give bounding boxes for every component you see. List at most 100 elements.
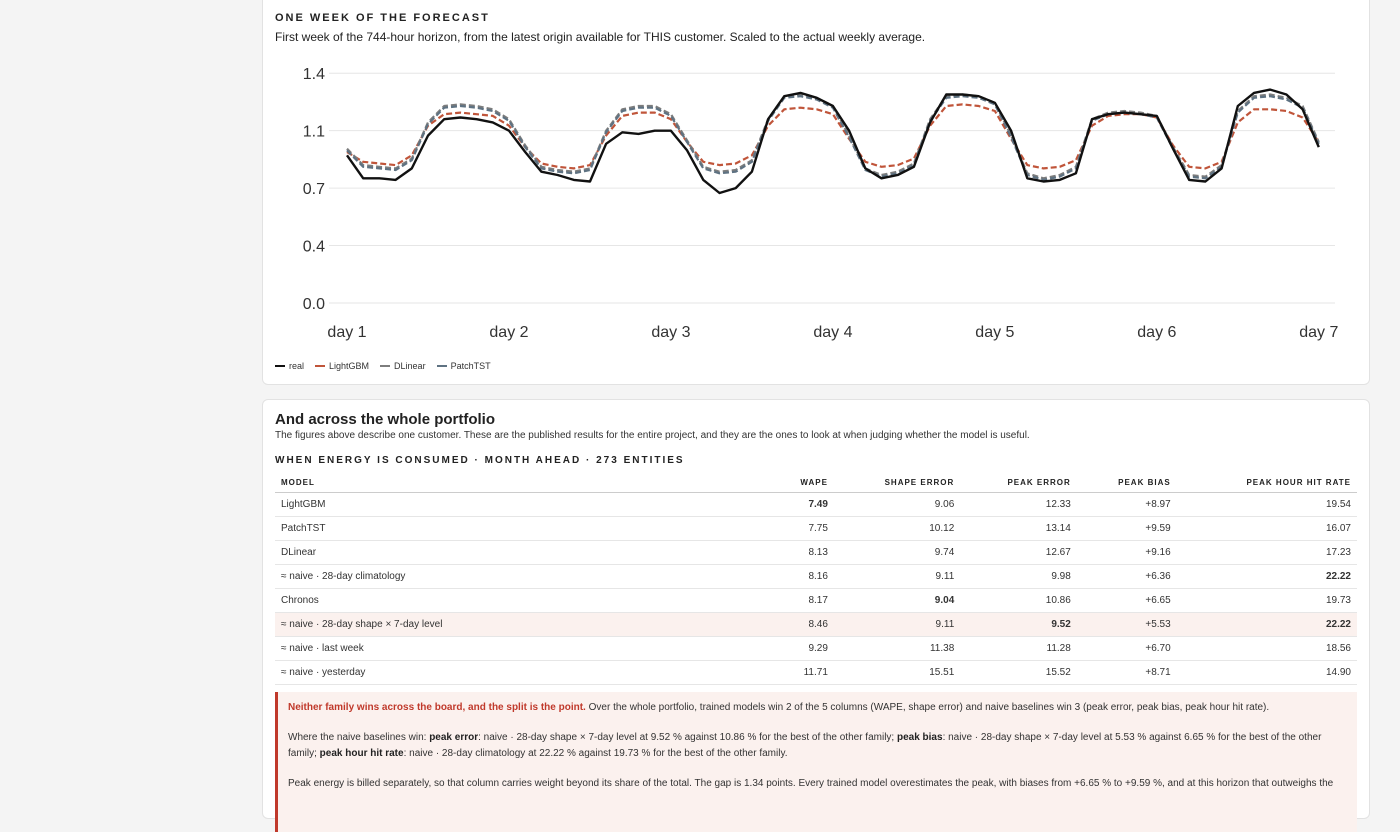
shape-cell: 15.51 [833, 660, 961, 685]
callout-text: Where the naive baselines win: [288, 732, 430, 743]
legend-label: PatchTST [450, 361, 491, 371]
chart-legend: real LightGBM DLinear PatchTST [275, 361, 491, 371]
shape-cell: 9.06 [833, 492, 961, 517]
col-peak-hour-hit-rate[interactable]: PEAK HOUR HIT RATE [1176, 474, 1357, 493]
model-name: ≈ naive · last week [275, 636, 773, 661]
callout-text: Over the whole portfolio, trained models… [585, 702, 1270, 713]
callout-text: : naive · 28-day shape × 7-day level at … [288, 732, 1322, 759]
wape-cell: 8.13 [772, 540, 834, 565]
shape-cell: 9.04 [833, 588, 961, 613]
x-tick-label: day 2 [489, 324, 528, 341]
legend-label: real [289, 361, 305, 371]
peak-error-cell: 11.28 [960, 636, 1077, 661]
portfolio-card: And across the whole portfolio The figur… [262, 399, 1370, 832]
wape-cell: 9.29 [772, 636, 834, 661]
col-shape-error[interactable]: SHAPE ERROR [833, 474, 961, 493]
x-tick-label: day 4 [813, 324, 852, 341]
callout-strong: peak error [429, 732, 479, 743]
peak-bias-cell: +9.16 [1076, 540, 1177, 565]
shape-cell: 9.11 [833, 612, 961, 637]
wape-cell: 7.75 [772, 516, 834, 541]
col-peak-bias[interactable]: PEAK BIAS [1076, 474, 1177, 493]
peak-bias-cell: +9.59 [1076, 516, 1177, 541]
model-name: Chronos [275, 588, 773, 613]
peak-error-cell: 12.33 [960, 492, 1077, 517]
y-tick-label: 1.4 [303, 66, 325, 83]
wape-cell: 8.17 [772, 588, 834, 613]
wape-cell: 8.16 [772, 564, 834, 589]
callout-paragraph-1: Neither family wins across the board, an… [288, 700, 1347, 716]
table-row: PatchTST 7.75 10.12 13.14 +9.59 16.07 [275, 516, 1357, 541]
callout-text: : naive · 28-day shape × 7-day level at … [478, 732, 897, 743]
wape-cell: 7.49 [772, 492, 834, 517]
y-tick-label: 0.4 [303, 239, 325, 256]
hit-rate-cell: 22.22 [1176, 612, 1357, 637]
hit-rate-cell: 19.54 [1176, 492, 1357, 517]
callout-strong: peak hour hit rate [319, 748, 404, 759]
hit-rate-cell: 22.22 [1176, 564, 1357, 589]
shape-cell: 11.38 [833, 636, 961, 661]
model-name: DLinear [275, 540, 773, 565]
shape-cell: 9.74 [833, 540, 961, 565]
legend-item-patchtst[interactable]: PatchTST [436, 361, 491, 371]
model-name: PatchTST [275, 516, 773, 541]
peak-bias-cell: +6.36 [1076, 564, 1177, 589]
series-line-real [346, 88, 1320, 195]
series-line-patchtst [346, 95, 1320, 181]
portfolio-note: The figures above describe one customer.… [275, 430, 1030, 441]
peak-error-cell: 9.98 [960, 564, 1077, 589]
x-tick-label: day 6 [1137, 324, 1176, 341]
table-row: ≈ naive · yesterday 11.71 15.51 15.52 +8… [275, 660, 1357, 685]
y-tick-label: 1.1 [303, 124, 325, 141]
table-row: Chronos 8.17 9.04 10.86 +6.65 19.73 [275, 588, 1357, 613]
peak-error-cell: 15.52 [960, 660, 1077, 685]
x-tick-label: day 7 [1299, 324, 1338, 341]
wape-cell: 11.71 [772, 660, 834, 685]
shape-cell: 10.12 [833, 516, 961, 541]
model-name: LightGBM [275, 492, 773, 517]
forecast-card: ONE WEEK OF THE FORECAST First week of t… [262, 0, 1370, 385]
table-row: ≈ naive · 28-day shape × 7-day level 8.4… [275, 612, 1357, 637]
callout-paragraph-3: Peak energy is billed separately, so tha… [288, 778, 1334, 789]
results-table: MODEL WAPE SHAPE ERROR PEAK ERROR PEAK B… [275, 474, 1357, 685]
peak-error-cell: 12.67 [960, 540, 1077, 565]
callout-lead: Neither family wins across the board, an… [288, 702, 586, 713]
legend-item-lightgbm[interactable]: LightGBM [315, 361, 369, 371]
peak-bias-cell: +5.53 [1076, 612, 1177, 637]
legend-item-dlinear[interactable]: DLinear [380, 361, 426, 371]
portfolio-title: And across the whole portfolio [275, 411, 496, 428]
y-tick-label: 0.0 [303, 296, 325, 313]
portfolio-kicker: WHEN ENERGY IS CONSUMED · MONTH AHEAD · … [275, 455, 685, 466]
legend-item-real[interactable]: real [275, 361, 304, 371]
table-row: DLinear 8.13 9.74 12.67 +9.16 17.23 [275, 540, 1357, 565]
peak-bias-cell: +6.70 [1076, 636, 1177, 661]
hit-rate-cell: 14.90 [1176, 660, 1357, 685]
legend-swatch [380, 365, 391, 367]
peak-bias-cell: +8.97 [1076, 492, 1177, 517]
table-header-row: MODEL WAPE SHAPE ERROR PEAK ERROR PEAK B… [275, 474, 1357, 493]
table-row: ≈ naive · 28-day climatology 8.16 9.11 9… [275, 564, 1357, 589]
hit-rate-cell: 18.56 [1176, 636, 1357, 661]
model-name: ≈ naive · yesterday [275, 660, 773, 685]
x-tick-label: day 1 [327, 324, 366, 341]
callout-paragraph-2: Where the naive baselines win: peak erro… [288, 730, 1347, 762]
hit-rate-cell: 17.23 [1176, 540, 1357, 565]
legend-swatch [436, 365, 447, 367]
col-model[interactable]: MODEL [275, 474, 773, 493]
legend-swatch [315, 365, 326, 367]
table-row: LightGBM 7.49 9.06 12.33 +8.97 19.54 [275, 492, 1357, 517]
model-name: ≈ naive · 28-day shape × 7-day level [275, 612, 773, 637]
y-tick-label: 0.7 [303, 181, 325, 198]
hit-rate-cell: 19.73 [1176, 588, 1357, 613]
x-tick-label: day 5 [975, 324, 1014, 341]
col-peak-error[interactable]: PEAK ERROR [960, 474, 1077, 493]
model-name: ≈ naive · 28-day climatology [275, 564, 773, 589]
peak-error-cell: 10.86 [960, 588, 1077, 613]
legend-label: LightGBM [329, 361, 370, 371]
callout-text: : naive · 28-day climatology at 22.22 % … [403, 748, 788, 759]
shape-cell: 9.11 [833, 564, 961, 589]
col-wape[interactable]: WAPE [772, 474, 834, 493]
table-row: ≈ naive · last week 9.29 11.38 11.28 +6.… [275, 636, 1357, 661]
peak-bias-cell: +6.65 [1076, 588, 1177, 613]
